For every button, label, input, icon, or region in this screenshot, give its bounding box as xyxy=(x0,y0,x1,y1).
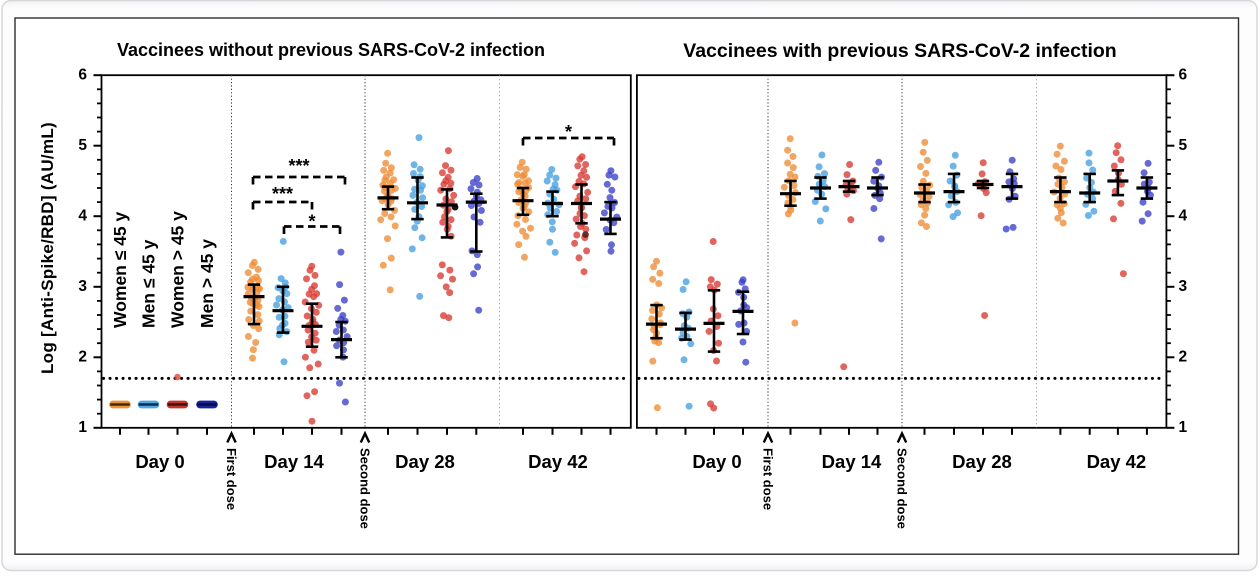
svg-text:First dose: First dose xyxy=(761,448,776,510)
svg-text:6: 6 xyxy=(78,66,87,83)
svg-text:Men ≤ 45 y: Men ≤ 45 y xyxy=(139,239,159,328)
svg-text:Men > 45 y: Men > 45 y xyxy=(197,239,217,328)
svg-text:1: 1 xyxy=(1179,419,1188,436)
svg-text:Day 0: Day 0 xyxy=(692,451,741,472)
svg-text:Vaccinees without previous SAR: Vaccinees without previous SARS-CoV-2 in… xyxy=(117,40,545,60)
svg-text:Women ≤ 45 y: Women ≤ 45 y xyxy=(110,211,130,328)
svg-text:Women > 45 y: Women > 45 y xyxy=(168,211,188,328)
svg-text:3: 3 xyxy=(1179,278,1188,295)
svg-text:2: 2 xyxy=(78,349,87,366)
svg-text:4: 4 xyxy=(1179,207,1188,224)
svg-text:Second dose: Second dose xyxy=(358,448,373,529)
svg-text:Day 42: Day 42 xyxy=(528,451,588,472)
svg-text:1: 1 xyxy=(78,419,87,436)
svg-text:Vaccinees with previous SARS-C: Vaccinees with previous SARS-CoV-2 infec… xyxy=(683,40,1116,62)
svg-text:***: *** xyxy=(272,184,293,204)
svg-text:3: 3 xyxy=(78,278,87,295)
svg-text:5: 5 xyxy=(78,137,87,154)
svg-text:*: * xyxy=(565,122,572,142)
svg-text:2: 2 xyxy=(1179,349,1188,366)
svg-text:Second dose: Second dose xyxy=(895,448,910,529)
svg-text:4: 4 xyxy=(78,207,87,224)
svg-text:Log [Anti-Spike/RBD] (AU/mL): Log [Anti-Spike/RBD] (AU/mL) xyxy=(38,122,57,374)
svg-text:***: *** xyxy=(288,156,309,176)
svg-text:Day 42: Day 42 xyxy=(1087,451,1147,472)
svg-text:Day 28: Day 28 xyxy=(395,451,455,472)
svg-text:5: 5 xyxy=(1179,137,1188,154)
svg-text:Day 28: Day 28 xyxy=(952,451,1012,472)
svg-text:6: 6 xyxy=(1179,66,1188,83)
svg-text:First dose: First dose xyxy=(224,448,239,510)
svg-text:Day 14: Day 14 xyxy=(264,451,324,472)
svg-text:Day 0: Day 0 xyxy=(135,451,184,472)
svg-text:Day 14: Day 14 xyxy=(822,451,882,472)
svg-text:*: * xyxy=(308,212,315,232)
